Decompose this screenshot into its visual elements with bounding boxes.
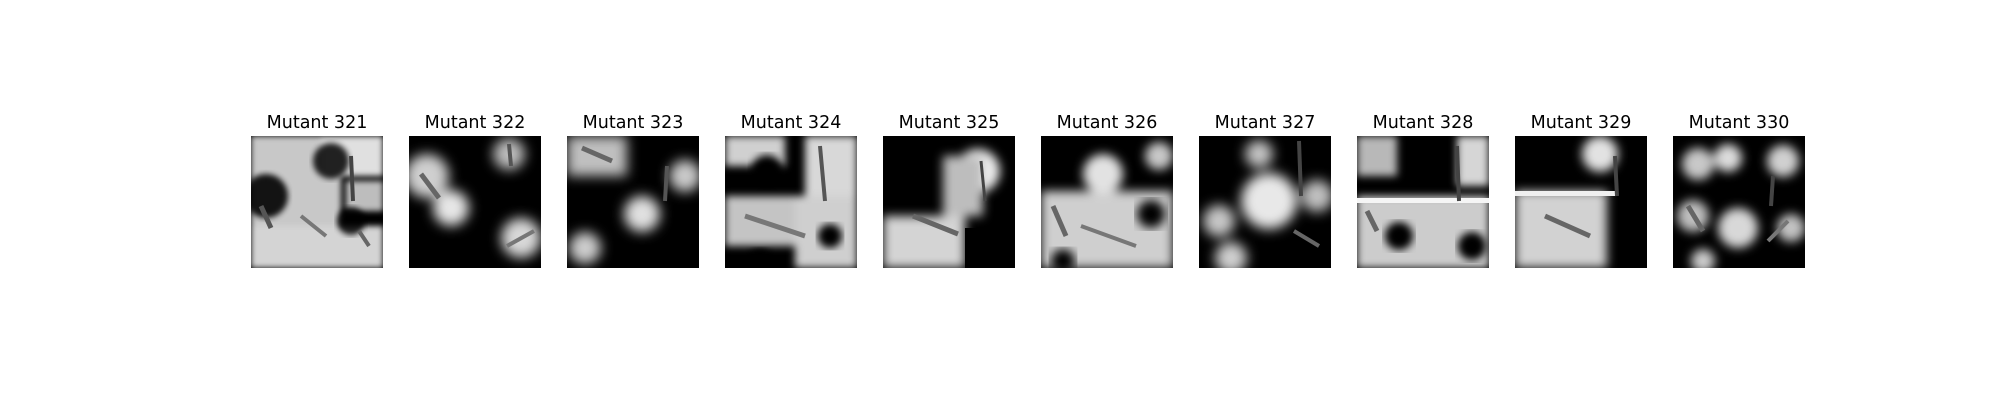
- panel-title: Mutant 326: [1056, 113, 1158, 133]
- mutant-image: [725, 136, 857, 268]
- mutant-image: [409, 136, 541, 268]
- mutant-image: [1515, 136, 1647, 268]
- mutant-panel: Mutant 329: [1513, 112, 1649, 270]
- mutant-panel: Mutant 323: [565, 112, 701, 270]
- panel-title: Mutant 322: [424, 113, 526, 133]
- mutant-panel: Mutant 324: [723, 112, 859, 270]
- mutant-panel: Mutant 328: [1355, 112, 1491, 270]
- mutant-image: [883, 136, 1015, 268]
- panel-title: Mutant 324: [740, 113, 842, 133]
- panel-title: Mutant 321: [266, 113, 368, 133]
- mutant-panel: Mutant 325: [881, 112, 1017, 270]
- mutant-panel: Mutant 322: [407, 112, 543, 270]
- mutant-image: [567, 136, 699, 268]
- panel-title: Mutant 330: [1688, 113, 1790, 133]
- mutant-panel: Mutant 326: [1039, 112, 1175, 270]
- panel-title: Mutant 328: [1372, 113, 1474, 133]
- panel-title: Mutant 329: [1530, 113, 1632, 133]
- panel-title: Mutant 323: [582, 113, 684, 133]
- mutant-image: [1041, 136, 1173, 268]
- mutant-image: [1357, 136, 1489, 268]
- mutant-image: [1199, 136, 1331, 268]
- mutant-image: [1673, 136, 1805, 268]
- panel-title: Mutant 327: [1214, 113, 1316, 133]
- mutant-image: [251, 136, 383, 268]
- panel-title: Mutant 325: [898, 113, 1000, 133]
- mutant-panel: Mutant 330: [1671, 112, 1807, 270]
- mutant-panel: Mutant 321: [249, 112, 385, 270]
- mutant-panel: Mutant 327: [1197, 112, 1333, 270]
